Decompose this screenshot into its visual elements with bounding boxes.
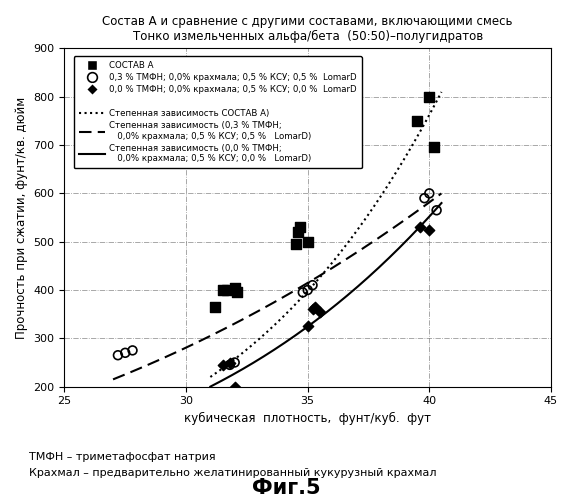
Point xyxy=(218,286,227,294)
Point xyxy=(303,286,312,294)
Point xyxy=(315,308,324,316)
Point xyxy=(308,281,317,289)
Point xyxy=(230,382,240,390)
Point xyxy=(425,93,434,101)
Point xyxy=(298,288,307,296)
Point xyxy=(128,346,137,354)
Point xyxy=(303,322,312,330)
Y-axis label: Прочность при сжатии, фунт/кв. дюйм: Прочность при сжатии, фунт/кв. дюйм xyxy=(15,96,28,338)
Point xyxy=(218,361,227,369)
Point xyxy=(230,358,240,366)
X-axis label: кубическая  плотность,  фунт/куб.  фут: кубическая плотность, фунт/куб. фут xyxy=(184,412,431,425)
Point xyxy=(311,303,320,311)
Point xyxy=(225,360,234,368)
Point xyxy=(293,228,303,236)
Point xyxy=(420,194,429,202)
Point xyxy=(415,223,424,231)
Point xyxy=(113,351,123,359)
Point xyxy=(233,288,242,296)
Point xyxy=(211,303,220,311)
Title: Состав А и сравнение с другими составами, включающими смесь
Тонко измельченных а: Состав А и сравнение с другими составами… xyxy=(103,15,513,43)
Text: Фиг.5: Фиг.5 xyxy=(252,478,321,498)
Point xyxy=(413,117,422,125)
Text: ТМФН – триметафосфат натрия: ТМФН – триметафосфат натрия xyxy=(29,452,215,462)
Point xyxy=(432,206,441,214)
Point xyxy=(308,306,317,314)
Point xyxy=(121,349,130,357)
Point xyxy=(425,226,434,234)
Point xyxy=(425,190,434,198)
Legend: СОСТАВ А, 0,3 % ТМФН; 0,0% крахмала; 0,5 % КСУ; 0,5 %  LomarD, 0,0 % ТМФН; 0,0% : СОСТАВ А, 0,3 % ТМФН; 0,0% крахмала; 0,5… xyxy=(73,56,362,168)
Point xyxy=(225,361,234,369)
Point xyxy=(296,223,305,231)
Point xyxy=(223,286,232,294)
Point xyxy=(291,240,300,248)
Point xyxy=(303,238,312,246)
Text: Крахмал – предварительно желатинированный кукурузный крахмал: Крахмал – предварительно желатинированны… xyxy=(29,468,436,477)
Point xyxy=(430,144,439,152)
Point xyxy=(230,284,240,292)
